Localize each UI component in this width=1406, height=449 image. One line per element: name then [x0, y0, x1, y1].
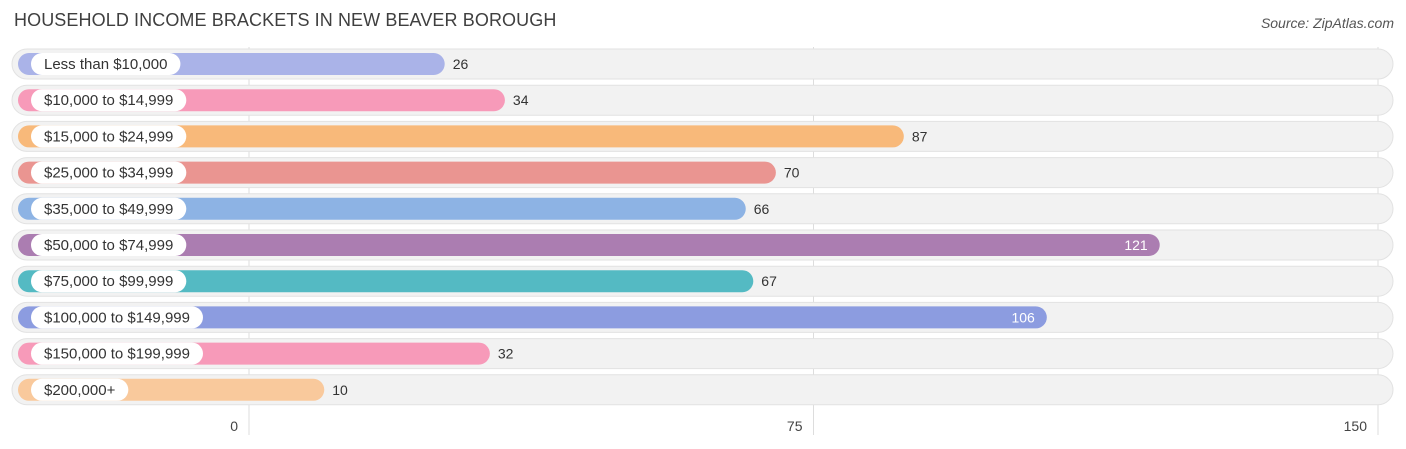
value-label: 87 — [912, 128, 928, 144]
bar-row: $25,000 to $34,999 70 — [11, 157, 1394, 189]
bar — [18, 234, 1160, 256]
bar-row: $50,000 to $74,999 121 — [11, 229, 1394, 261]
value-label: 32 — [498, 346, 514, 362]
category-label-pill — [31, 161, 187, 184]
bar-row: $100,000 to $149,999 106 — [11, 301, 1394, 333]
category-label: $150,000 to $199,999 — [44, 346, 190, 363]
category-label: $35,000 to $49,999 — [44, 201, 173, 218]
source-label: Source: ZipAtlas.com — [1260, 15, 1394, 31]
category-label: $50,000 to $74,999 — [44, 237, 173, 254]
row-track — [11, 374, 1394, 406]
x-tick-label: 150 — [1344, 418, 1368, 434]
category-label-pill — [31, 306, 203, 329]
category-label-pill — [31, 197, 187, 220]
value-label: 26 — [453, 56, 469, 72]
category-label: Less than $10,000 — [44, 56, 167, 73]
value-label: 10 — [332, 382, 348, 398]
bar-row: $150,000 to $199,999 32 — [11, 338, 1394, 370]
bar — [18, 161, 776, 184]
category-label-pill — [31, 89, 187, 112]
value-label: 106 — [1011, 309, 1035, 325]
category-label: $200,000+ — [44, 382, 116, 399]
category-label: $100,000 to $149,999 — [44, 309, 190, 326]
value-label: 67 — [761, 273, 777, 289]
category-label-pill — [31, 270, 187, 293]
bar-row: Less than $10,000 26 — [11, 48, 1394, 80]
chart-title: HOUSEHOLD INCOME BRACKETS IN NEW BEAVER … — [14, 10, 557, 30]
category-label: $15,000 to $24,999 — [44, 128, 173, 145]
bar-row: $10,000 to $14,999 34 — [11, 84, 1394, 116]
bar-row: $75,000 to $99,999 67 — [11, 265, 1394, 297]
category-label: $25,000 to $34,999 — [44, 165, 173, 182]
category-label: $10,000 to $14,999 — [44, 92, 173, 109]
bar — [18, 306, 1047, 329]
value-label: 34 — [513, 92, 529, 108]
bar — [18, 197, 746, 220]
x-tick-label: 75 — [787, 418, 803, 434]
category-label-pill — [31, 378, 129, 401]
category-label: $75,000 to $99,999 — [44, 273, 173, 290]
category-label-pill — [31, 53, 181, 75]
bar-row: $35,000 to $49,999 66 — [11, 193, 1394, 225]
x-tick-label: 0 — [230, 418, 238, 434]
value-label: 70 — [784, 165, 800, 181]
bar — [18, 125, 904, 148]
value-label: 121 — [1124, 237, 1148, 253]
category-label-pill — [31, 342, 203, 365]
bar-row: $15,000 to $24,999 87 — [11, 120, 1394, 152]
bar-row: $200,000+ 10 — [11, 374, 1394, 406]
bar — [18, 270, 754, 293]
category-label-pill — [31, 234, 187, 256]
value-label: 66 — [754, 201, 770, 217]
category-label-pill — [31, 125, 187, 148]
